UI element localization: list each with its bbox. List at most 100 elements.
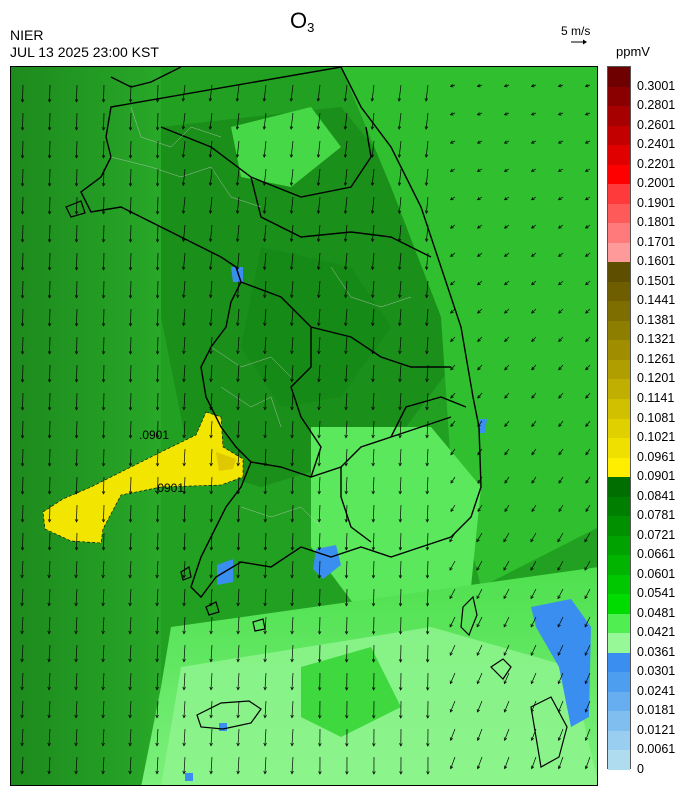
legend-swatch xyxy=(608,281,630,302)
wind-vector xyxy=(76,476,78,494)
wind-scale-label: 5 m/s xyxy=(561,24,591,38)
legend-swatch xyxy=(608,672,630,693)
wind-vector-head xyxy=(531,338,535,342)
wind-vector xyxy=(209,84,213,102)
wind-vector xyxy=(22,476,24,494)
district-boundary xyxy=(110,156,262,208)
legend-label: 0.3001 xyxy=(637,78,676,93)
wind-vector xyxy=(449,644,456,656)
wind-vector-head xyxy=(209,294,213,299)
wind-vector xyxy=(182,112,186,130)
wind-vector xyxy=(210,560,213,578)
wind-vector-head xyxy=(209,462,213,467)
wind-vector xyxy=(345,476,348,494)
wind-vector xyxy=(585,448,591,455)
wind-vector xyxy=(426,364,429,382)
wind-vector-head xyxy=(290,658,294,663)
province-boundary xyxy=(250,416,452,478)
district-boundary xyxy=(210,346,292,378)
wind-vector xyxy=(237,504,240,522)
wind-vector-head xyxy=(262,98,267,102)
wind-vector-head xyxy=(317,631,322,635)
wind-vector-head xyxy=(398,547,403,551)
wind-vector xyxy=(425,196,429,214)
wind-vector xyxy=(76,532,78,550)
wind-vector-head xyxy=(317,434,321,439)
wind-vector-head xyxy=(74,323,79,327)
wind-vector-head xyxy=(20,267,25,271)
wind-vector-head xyxy=(263,574,267,579)
wind-vector-head xyxy=(182,658,186,663)
wind-vector-head xyxy=(208,238,213,243)
wind-vector xyxy=(156,728,159,746)
wind-vector-head xyxy=(182,630,186,635)
wind-vector-head xyxy=(290,686,294,691)
wind-vector-head xyxy=(557,112,562,116)
wind-vector xyxy=(49,504,51,522)
wind-vector xyxy=(345,392,348,410)
wind-vector xyxy=(399,448,402,466)
wind-vector xyxy=(585,112,591,116)
wind-vector-head xyxy=(424,266,429,271)
wind-vector xyxy=(558,252,564,257)
wind-vector-head xyxy=(128,155,133,159)
wind-vector-head xyxy=(504,508,508,512)
wind-vector xyxy=(558,336,564,342)
wind-vector xyxy=(22,112,24,130)
wind-vector xyxy=(22,224,24,242)
wind-vector-head xyxy=(101,658,105,663)
wind-vector xyxy=(531,476,537,484)
wind-vector xyxy=(76,280,78,298)
wind-vector-head xyxy=(503,652,507,656)
wind-vector xyxy=(264,532,267,550)
legend-label: 0.1141 xyxy=(637,390,675,405)
wind-vector-head xyxy=(128,491,133,495)
wind-vector xyxy=(504,728,510,741)
wind-vector-head xyxy=(371,350,375,355)
wind-vector xyxy=(585,140,591,144)
wind-vector-head xyxy=(398,603,403,607)
wind-vector-head xyxy=(557,567,561,571)
wind-vector xyxy=(291,224,294,242)
legend-swatch xyxy=(608,418,630,439)
wind-vector-head xyxy=(20,211,25,215)
wind-vector xyxy=(157,476,159,494)
wind-vector xyxy=(318,532,321,550)
wind-vector xyxy=(183,504,186,522)
wind-vector xyxy=(371,140,375,158)
wind-vector xyxy=(156,560,159,578)
wind-vector-head xyxy=(182,714,186,719)
wind-vector-head xyxy=(208,98,213,102)
wind-vector-head xyxy=(316,182,321,186)
legend-label: 0.0541 xyxy=(637,586,676,601)
legend-swatch xyxy=(608,613,630,634)
legend-label: 0.1381 xyxy=(637,312,676,327)
wind-vector-head xyxy=(585,281,589,286)
wind-vector-head xyxy=(371,294,375,299)
wind-vector-head xyxy=(74,379,79,383)
wind-vector-head xyxy=(371,659,376,663)
wind-vector xyxy=(237,728,240,746)
legend-label: 0.0901 xyxy=(637,469,676,484)
wind-vector-head xyxy=(20,547,25,551)
province-boundary xyxy=(340,467,372,543)
wind-vector xyxy=(183,700,186,718)
wind-vector xyxy=(504,700,510,713)
wind-vector-head xyxy=(74,630,78,635)
wind-vector-head xyxy=(370,98,375,102)
wind-vector-head xyxy=(424,238,429,243)
wind-vector xyxy=(398,140,402,158)
legend-label: 0.2601 xyxy=(637,117,676,132)
wind-vector xyxy=(503,616,510,628)
wind-vector xyxy=(210,364,213,382)
wind-vector-head xyxy=(47,658,51,663)
wind-vector-head xyxy=(424,126,429,130)
wind-vector xyxy=(22,280,24,298)
wind-vector-head xyxy=(209,742,213,747)
wind-vector xyxy=(22,336,24,354)
wind-vector xyxy=(157,448,159,466)
wind-vector xyxy=(476,588,483,599)
wind-vector-head xyxy=(557,140,562,144)
wind-vector-head xyxy=(584,652,588,656)
wind-vector-head xyxy=(262,126,267,130)
